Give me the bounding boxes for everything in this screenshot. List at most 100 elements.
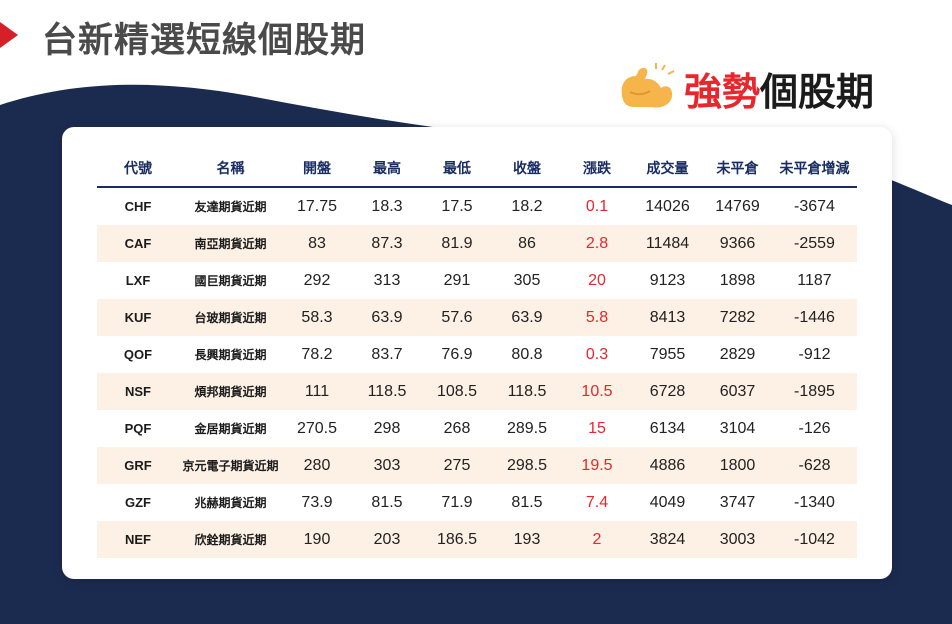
cell-close: 118.5 xyxy=(492,373,562,410)
header-close: 收盤 xyxy=(492,150,562,188)
cell-high: 298 xyxy=(373,419,401,437)
header-low: 最低 xyxy=(422,150,492,188)
cell-name: 長興期貨近期 xyxy=(194,348,267,362)
header-change: 漲跌 xyxy=(562,150,632,188)
cell-low: 275 xyxy=(422,447,492,484)
cell-high: 87.3 xyxy=(352,225,422,262)
cell-change: 7.4 xyxy=(585,493,609,511)
cell-oi-change: -628 xyxy=(772,447,857,484)
cell-open-interest: 2829 xyxy=(719,345,756,363)
cell-volume: 6134 xyxy=(649,419,686,437)
cell-change: 19.5 xyxy=(562,447,632,484)
header-high: 最高 xyxy=(352,150,422,188)
table-row: PQF 金居期貨近期 270.5 298 268 289.5 15 6134 3… xyxy=(97,410,857,447)
cell-open: 292 xyxy=(303,271,331,289)
cell-name: 台玻期貨近期 xyxy=(179,299,282,336)
cell-low: 81.9 xyxy=(422,225,492,262)
cell-open: 73.9 xyxy=(301,493,333,511)
cell-volume: 4886 xyxy=(632,447,703,484)
cell-high: 18.3 xyxy=(371,197,403,215)
futures-table: 代號 名稱 開盤 最高 最低 收盤 漲跌 成交量 未平倉 未平倉增減 CHF 友… xyxy=(97,150,857,558)
cell-open-interest: 6037 xyxy=(703,373,772,410)
header-code: 代號 xyxy=(97,150,179,188)
cell-high: 83.7 xyxy=(371,345,403,363)
cell-change: 0.3 xyxy=(585,345,609,363)
cell-high: 313 xyxy=(373,271,401,289)
cell-open: 83 xyxy=(282,225,352,262)
cell-oi-change: -1895 xyxy=(772,373,857,410)
cell-high: 63.9 xyxy=(352,299,422,336)
cell-code: CHF xyxy=(124,199,152,214)
cell-name: 友達期貨近期 xyxy=(194,200,267,214)
cell-low: 186.5 xyxy=(422,521,492,558)
cell-code: PQF xyxy=(124,421,152,436)
table-row: LXF 國巨期貨近期 292 313 291 305 20 9123 1898 … xyxy=(97,262,857,299)
cell-open-interest: 3747 xyxy=(719,493,756,511)
red-triangle-icon xyxy=(0,22,18,48)
cell-close: 81.5 xyxy=(511,493,543,511)
page-title: 台新精選短線個股期 xyxy=(42,21,367,61)
cell-low: 108.5 xyxy=(422,373,492,410)
cell-name: 煩邦期貨近期 xyxy=(179,373,282,410)
cell-low: 71.9 xyxy=(441,493,473,511)
cell-name: 欣銓期貨近期 xyxy=(179,521,282,558)
cell-oi-change: -3674 xyxy=(794,197,835,215)
table-row: KUF 台玻期貨近期 58.3 63.9 57.6 63.9 5.8 8413 … xyxy=(97,299,857,336)
header-volume: 成交量 xyxy=(632,150,703,188)
cell-code: LXF xyxy=(125,273,151,288)
cell-low: 17.5 xyxy=(441,197,473,215)
cell-oi-change: 1187 xyxy=(797,271,832,289)
cell-oi-change: -126 xyxy=(798,419,831,437)
subtitle-highlight: 強勢 xyxy=(683,69,760,114)
cell-oi-change: -1042 xyxy=(772,521,857,558)
cell-code: QOF xyxy=(123,347,153,362)
cell-open: 280 xyxy=(282,447,352,484)
subtitle: 強勢 個股期 xyxy=(616,62,874,114)
cell-volume: 8413 xyxy=(632,299,703,336)
cell-oi-change: -1340 xyxy=(794,493,835,511)
cell-open: 111 xyxy=(282,373,352,410)
table-row: NEF 欣銓期貨近期 190 203 186.5 193 2 3824 3003… xyxy=(97,521,857,558)
cell-open-interest: 9366 xyxy=(703,225,772,262)
cell-name: 金居期貨近期 xyxy=(194,422,267,436)
table-row: GRF 京元電子期貨近期 280 303 275 298.5 19.5 4886… xyxy=(97,447,857,484)
header-open-interest: 未平倉 xyxy=(703,150,772,188)
cell-close: 193 xyxy=(492,521,562,558)
cell-oi-change: -912 xyxy=(798,345,831,363)
header-oi-change: 未平倉增減 xyxy=(772,150,857,188)
cell-high: 303 xyxy=(352,447,422,484)
cell-low: 57.6 xyxy=(422,299,492,336)
cell-low: 76.9 xyxy=(441,345,473,363)
cell-code: NSF xyxy=(97,373,179,410)
cell-change: 5.8 xyxy=(562,299,632,336)
cell-volume: 7955 xyxy=(649,345,686,363)
cell-change: 20 xyxy=(588,271,606,289)
cell-low: 268 xyxy=(443,419,471,437)
cell-open: 270.5 xyxy=(296,419,338,437)
cell-name: 國巨期貨近期 xyxy=(194,274,267,288)
cell-close: 63.9 xyxy=(492,299,562,336)
cell-volume: 6728 xyxy=(632,373,703,410)
cell-open: 17.75 xyxy=(296,197,338,215)
cell-open-interest: 1800 xyxy=(703,447,772,484)
table-row: NSF 煩邦期貨近期 111 118.5 108.5 118.5 10.5 67… xyxy=(97,373,857,410)
table-card: 代號 名稱 開盤 最高 最低 收盤 漲跌 成交量 未平倉 未平倉增減 CHF 友… xyxy=(62,127,892,579)
cell-volume: 4049 xyxy=(649,493,686,511)
subtitle-text: 個股期 xyxy=(759,69,874,114)
cell-open-interest: 3104 xyxy=(719,419,756,437)
cell-open-interest: 1898 xyxy=(719,271,756,289)
header-name: 名稱 xyxy=(179,150,282,188)
cell-close: 86 xyxy=(492,225,562,262)
cell-close: 18.2 xyxy=(511,197,543,215)
table-row: CAF 南亞期貨近期 83 87.3 81.9 86 2.8 11484 936… xyxy=(97,225,857,262)
cell-volume: 3824 xyxy=(632,521,703,558)
cell-code: GRF xyxy=(97,447,179,484)
cell-code: NEF xyxy=(97,521,179,558)
cell-high: 81.5 xyxy=(371,493,403,511)
cell-name: 兆赫期貨近期 xyxy=(194,496,267,510)
cell-volume: 9123 xyxy=(649,271,686,289)
cell-open: 78.2 xyxy=(301,345,333,363)
cell-close: 298.5 xyxy=(492,447,562,484)
cell-high: 118.5 xyxy=(352,373,422,410)
cell-change: 10.5 xyxy=(562,373,632,410)
